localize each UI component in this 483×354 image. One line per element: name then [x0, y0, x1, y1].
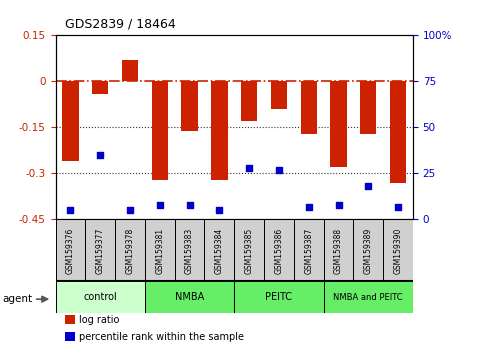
Bar	[360, 81, 376, 133]
Text: GSM159385: GSM159385	[245, 227, 254, 274]
Text: agent: agent	[2, 294, 32, 304]
FancyBboxPatch shape	[383, 219, 413, 281]
FancyBboxPatch shape	[204, 219, 234, 281]
Text: NMBA: NMBA	[175, 292, 204, 302]
FancyBboxPatch shape	[234, 281, 324, 313]
Bar	[122, 60, 138, 81]
Point	[364, 183, 372, 189]
Point	[394, 204, 402, 210]
Point	[97, 152, 104, 158]
Text: GSM159384: GSM159384	[215, 227, 224, 274]
FancyBboxPatch shape	[324, 281, 413, 313]
FancyBboxPatch shape	[56, 219, 85, 281]
Point	[305, 204, 313, 210]
FancyBboxPatch shape	[294, 219, 324, 281]
Text: PEITC: PEITC	[266, 292, 292, 302]
FancyBboxPatch shape	[354, 219, 383, 281]
Bar	[182, 81, 198, 131]
Text: NMBA and PEITC: NMBA and PEITC	[333, 293, 403, 302]
Text: GSM159377: GSM159377	[96, 227, 105, 274]
Point	[67, 207, 74, 213]
Bar	[92, 81, 108, 94]
FancyBboxPatch shape	[56, 281, 145, 313]
FancyBboxPatch shape	[264, 219, 294, 281]
FancyBboxPatch shape	[145, 219, 175, 281]
Text: GSM159386: GSM159386	[274, 227, 284, 274]
Text: GSM159390: GSM159390	[394, 227, 402, 274]
FancyBboxPatch shape	[324, 219, 354, 281]
Text: GSM159378: GSM159378	[126, 227, 134, 274]
Bar	[241, 81, 257, 121]
FancyBboxPatch shape	[85, 219, 115, 281]
Point	[335, 202, 342, 207]
FancyBboxPatch shape	[175, 219, 204, 281]
Point	[215, 207, 223, 213]
Point	[275, 167, 283, 173]
Bar	[271, 81, 287, 109]
Point	[185, 202, 193, 207]
Point	[156, 202, 164, 207]
Bar	[211, 81, 227, 179]
FancyBboxPatch shape	[115, 219, 145, 281]
Text: GSM159389: GSM159389	[364, 227, 373, 274]
Text: GSM159387: GSM159387	[304, 227, 313, 274]
Text: GSM159381: GSM159381	[156, 227, 164, 274]
Text: GSM159376: GSM159376	[66, 227, 75, 274]
Bar	[62, 81, 79, 161]
Bar	[300, 81, 317, 133]
Text: control: control	[84, 292, 117, 302]
Bar	[330, 81, 347, 167]
Text: GSM159388: GSM159388	[334, 227, 343, 274]
Text: GDS2839 / 18464: GDS2839 / 18464	[65, 17, 176, 30]
Bar	[390, 81, 406, 183]
Point	[245, 165, 253, 171]
Text: percentile rank within the sample: percentile rank within the sample	[79, 332, 244, 342]
Text: GSM159383: GSM159383	[185, 227, 194, 274]
Text: log ratio: log ratio	[79, 315, 119, 325]
Bar	[152, 81, 168, 179]
FancyBboxPatch shape	[145, 281, 234, 313]
FancyBboxPatch shape	[234, 219, 264, 281]
Point	[126, 207, 134, 213]
